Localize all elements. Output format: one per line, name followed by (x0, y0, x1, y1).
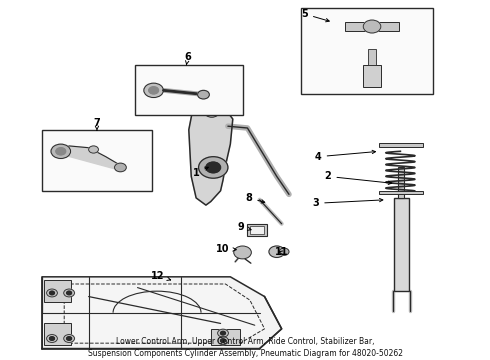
Circle shape (47, 289, 57, 297)
Bar (379, 143, 423, 147)
Bar (135, 65, 243, 116)
Circle shape (49, 291, 54, 295)
Bar (42, 130, 152, 191)
Bar (211, 329, 240, 345)
Text: 5: 5 (301, 9, 329, 22)
Text: 2: 2 (325, 171, 392, 184)
Polygon shape (189, 103, 233, 205)
Bar (368, 49, 376, 65)
Circle shape (198, 157, 228, 178)
Bar (345, 22, 399, 31)
Circle shape (220, 331, 225, 335)
Polygon shape (64, 284, 265, 343)
Circle shape (56, 148, 66, 155)
Bar (393, 198, 409, 291)
Text: 11: 11 (275, 247, 289, 257)
Circle shape (279, 248, 289, 255)
Text: 1: 1 (193, 167, 208, 178)
Text: 6: 6 (184, 52, 191, 65)
Circle shape (115, 163, 126, 172)
Circle shape (47, 334, 57, 342)
Circle shape (49, 337, 54, 340)
Circle shape (218, 329, 228, 337)
Bar (44, 280, 71, 302)
Circle shape (67, 291, 72, 295)
Bar (398, 167, 404, 198)
Circle shape (218, 337, 228, 345)
Circle shape (197, 90, 209, 99)
Text: 8: 8 (245, 193, 265, 203)
Polygon shape (42, 277, 282, 348)
Bar (44, 323, 71, 345)
Bar (301, 8, 433, 94)
Bar (250, 226, 264, 234)
Circle shape (204, 107, 219, 117)
Text: 7: 7 (94, 118, 100, 130)
Bar (379, 191, 423, 194)
Text: 4: 4 (315, 150, 375, 162)
Bar (363, 65, 381, 87)
Circle shape (89, 146, 98, 153)
Circle shape (149, 87, 159, 94)
Text: 3: 3 (313, 198, 383, 208)
Circle shape (64, 334, 74, 342)
Circle shape (144, 83, 163, 98)
Circle shape (51, 144, 71, 158)
Circle shape (269, 246, 285, 257)
Text: 10: 10 (216, 244, 236, 254)
Text: 12: 12 (151, 271, 171, 281)
Circle shape (363, 20, 381, 33)
Polygon shape (57, 146, 123, 171)
Text: 9: 9 (238, 222, 251, 231)
Circle shape (67, 337, 72, 340)
Circle shape (206, 162, 220, 173)
Text: Lower Control Arm, Upper Control Arm, Ride Control, Stabilizer Bar,
Suspension C: Lower Control Arm, Upper Control Arm, Ri… (88, 337, 402, 358)
Bar (247, 224, 267, 235)
Circle shape (220, 339, 225, 342)
Circle shape (64, 289, 74, 297)
Circle shape (234, 246, 251, 259)
